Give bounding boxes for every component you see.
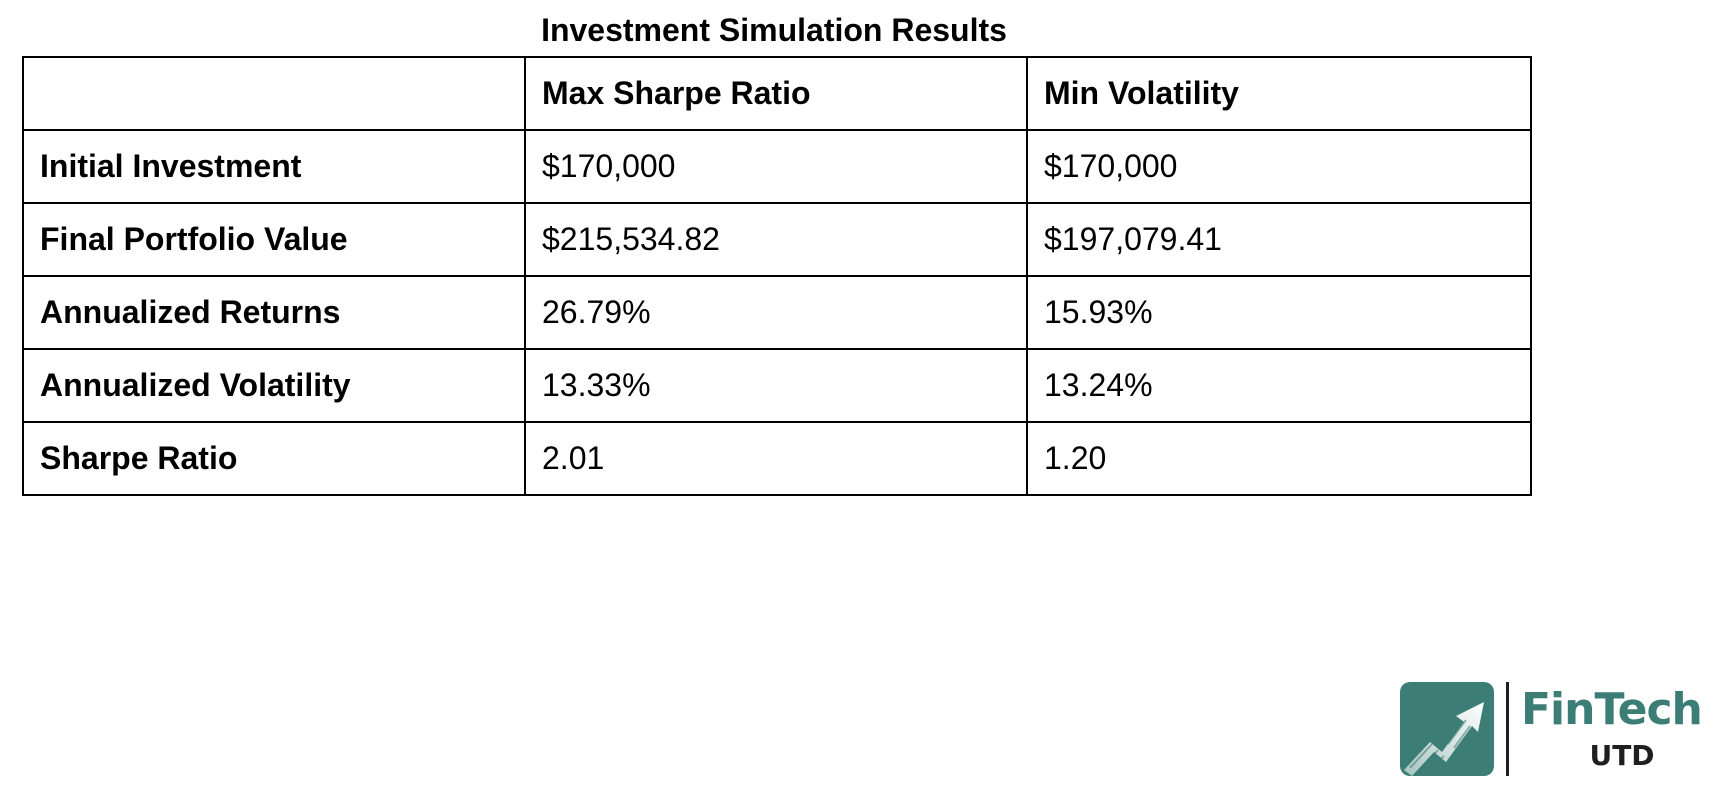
max-sharpe-value: $215,534.82 <box>524 202 1028 277</box>
table-row: Final Portfolio Value $215,534.82 $197,0… <box>22 202 1532 277</box>
brand-logo: FinTech UTD <box>1400 682 1703 778</box>
table-row: Initial Investment $170,000 $170,000 <box>22 129 1532 204</box>
table-row: Annualized Returns 26.79% 15.93% <box>22 275 1532 350</box>
max-sharpe-value: 2.01 <box>524 421 1028 496</box>
min-volatility-value: 15.93% <box>1026 275 1532 350</box>
min-volatility-value: $170,000 <box>1026 129 1532 204</box>
header-min-volatility: Min Volatility <box>1026 56 1532 131</box>
min-volatility-value: 1.20 <box>1026 421 1532 496</box>
row-label: Annualized Returns <box>22 275 526 350</box>
page-title: Investment Simulation Results <box>541 12 1007 48</box>
min-volatility-value: 13.24% <box>1026 348 1532 423</box>
header-max-sharpe-ratio: Max Sharpe Ratio <box>524 56 1028 131</box>
trending-up-arrow-icon <box>1400 682 1494 776</box>
row-label: Initial Investment <box>22 129 526 204</box>
row-label: Annualized Volatility <box>22 348 526 423</box>
min-volatility-value: $197,079.41 <box>1026 202 1532 277</box>
max-sharpe-value: $170,000 <box>524 129 1028 204</box>
table-header-row: Max Sharpe Ratio Min Volatility <box>22 56 1532 131</box>
logo-subtitle: UTD <box>1589 739 1655 772</box>
max-sharpe-value: 26.79% <box>524 275 1028 350</box>
table-row: Sharpe Ratio 2.01 1.20 <box>22 421 1532 496</box>
row-label: Sharpe Ratio <box>22 421 526 496</box>
logo-divider <box>1506 682 1509 776</box>
table-row: Annualized Volatility 13.33% 13.24% <box>22 348 1532 423</box>
max-sharpe-value: 13.33% <box>524 348 1028 423</box>
logo-name: FinTech <box>1521 684 1703 735</box>
header-empty-cell <box>22 56 526 131</box>
row-label: Final Portfolio Value <box>22 202 526 277</box>
results-table: Max Sharpe Ratio Min Volatility Initial … <box>22 56 1532 496</box>
